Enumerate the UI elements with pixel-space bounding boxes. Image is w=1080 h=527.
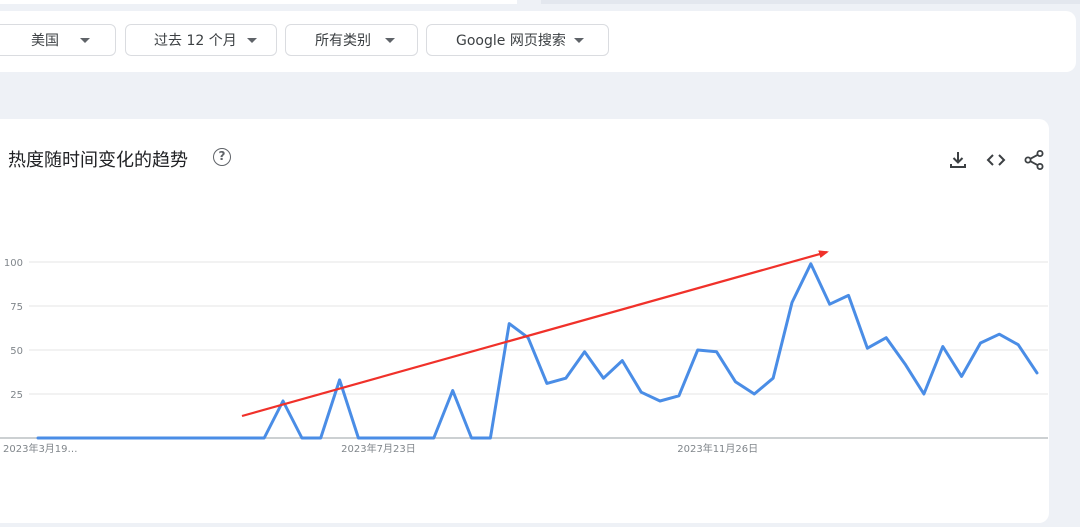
region-filter[interactable]: 美国 [0,24,116,56]
top-strip [541,0,1080,4]
x-tick-label: 2023年11月26日 [677,442,758,455]
embed-code-icon[interactable] [984,148,1008,172]
y-tick-label: 75 [10,302,23,313]
trend-arrow [241,250,829,418]
interest-over-time-card [0,119,1049,523]
search-property-filter-label: Google 网页搜索 [456,33,566,49]
search-property-filter[interactable]: Google 网页搜索 [426,24,609,56]
chevron-down-icon [573,37,584,43]
top-strip [0,0,517,4]
chevron-down-icon [385,37,395,43]
series-line [36,262,1039,440]
share-icon[interactable] [1022,148,1046,172]
chevron-down-icon [80,37,90,43]
region-filter-label: 美国 [31,33,59,49]
chart-title: 热度随时间变化的趋势 [8,150,188,171]
category-filter-label: 所有类别 [315,33,371,49]
chevron-down-icon [246,37,257,43]
y-tick-label: 25 [10,390,23,401]
download-icon[interactable] [946,148,970,172]
x-tick-label: 2023年3月19… [3,442,78,455]
timeframe-filter[interactable]: 过去 12 个月 [125,24,277,56]
category-filter[interactable]: 所有类别 [285,24,418,56]
y-tick-label: 50 [10,346,23,357]
y-tick-label: 100 [4,258,23,269]
help-icon[interactable]: ? [213,148,231,166]
timeframe-filter-label: 过去 12 个月 [154,33,237,49]
x-tick-label: 2023年7月23日 [341,442,416,455]
